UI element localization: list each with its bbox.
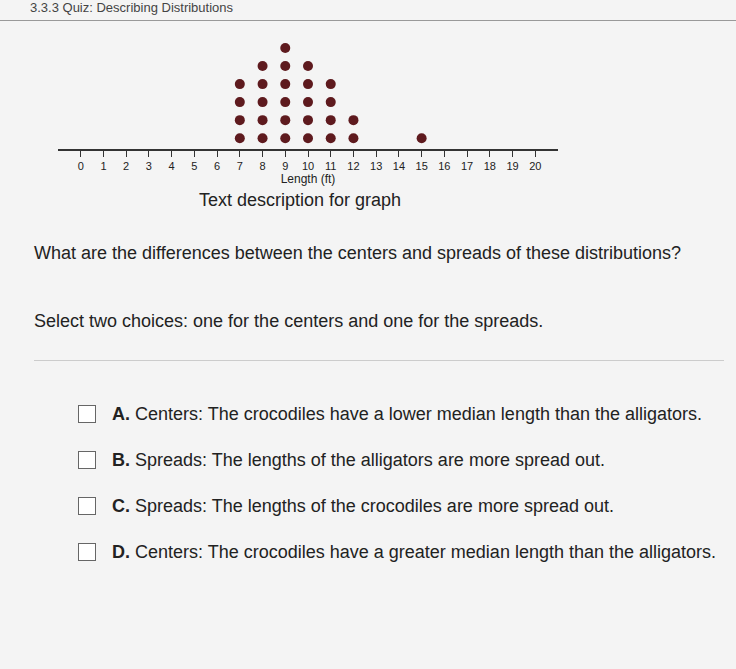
- svg-text:17: 17: [461, 160, 473, 172]
- svg-text:12: 12: [347, 160, 359, 172]
- svg-text:15: 15: [416, 160, 428, 172]
- svg-text:Length (ft): Length (ft): [281, 172, 336, 186]
- svg-text:20: 20: [529, 160, 541, 172]
- svg-text:10: 10: [302, 160, 314, 172]
- svg-text:1: 1: [100, 160, 106, 172]
- html-text:A. Centers: The crocodiles hav: A. Centers: The crocodiles have a lower …: [112, 404, 702, 424]
- svg-text:3: 3: [146, 160, 152, 172]
- svg-text:13: 13: [370, 160, 382, 172]
- html-text:What are the differences betwe: What are the differences between the cen…: [34, 243, 682, 263]
- svg-text:11: 11: [325, 160, 336, 172]
- html-text:Text description for graph: Text description for graph: [198, 190, 401, 210]
- svg-text:7: 7: [237, 160, 243, 172]
- svg-text:9: 9: [282, 160, 288, 172]
- html-text:B. Spreads: The lengths of the: B. Spreads: The lengths of the alligator…: [112, 450, 605, 470]
- html-text:C. Spreads: The lengths of the: C. Spreads: The lengths of the crocodile…: [112, 496, 614, 516]
- html-text:D. Centers: The crocodiles hav: D. Centers: The crocodiles have a greate…: [112, 542, 716, 562]
- svg-text:18: 18: [484, 160, 496, 172]
- svg-text:2: 2: [123, 160, 129, 172]
- svg-text:16: 16: [438, 160, 450, 172]
- svg-text:19: 19: [506, 160, 518, 172]
- html-text:Select two choices: one for th: Select two choices: one for the centers …: [34, 311, 544, 331]
- svg-text:8: 8: [259, 160, 265, 172]
- svg-text:0: 0: [78, 160, 84, 172]
- svg-text:4: 4: [169, 160, 175, 172]
- svg-text:14: 14: [393, 160, 405, 172]
- svg-text:6: 6: [214, 160, 220, 172]
- svg-text:5: 5: [191, 160, 197, 172]
- html-text:3.3.3 Quiz: Describing Distrib: 3.3.3 Quiz: Describing Distributions: [30, 0, 233, 15]
